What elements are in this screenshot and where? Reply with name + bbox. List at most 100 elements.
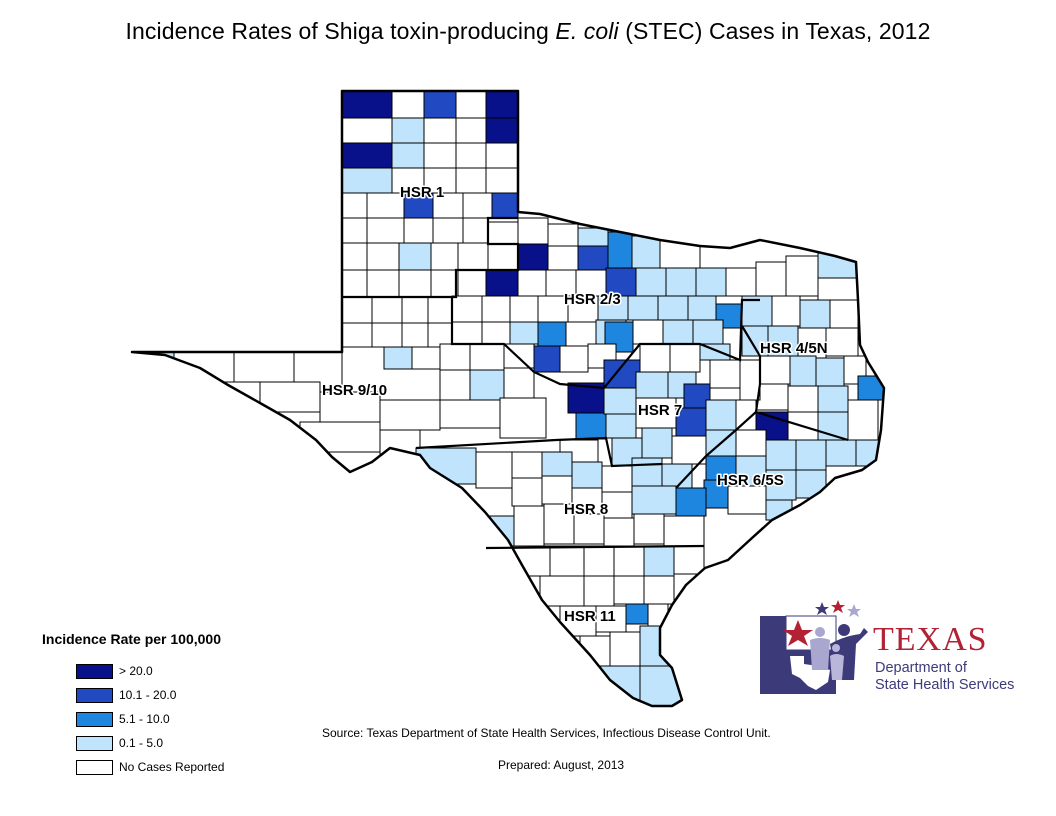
county — [575, 269, 607, 297]
county — [391, 91, 425, 119]
county — [785, 255, 819, 297]
county — [825, 439, 857, 467]
county — [403, 217, 434, 244]
county — [485, 269, 519, 298]
county — [457, 269, 487, 298]
county — [539, 575, 585, 607]
county — [259, 381, 321, 413]
county — [675, 487, 707, 517]
county — [509, 295, 539, 323]
county — [817, 385, 849, 413]
hsr-2-3-counties — [451, 217, 859, 373]
county — [755, 261, 787, 297]
county — [341, 322, 373, 348]
logo-line-2: State Health Services — [875, 677, 1015, 693]
county — [607, 231, 633, 269]
label-hsr-1: HSR 1 — [400, 184, 444, 201]
legend-item: > 20.0 — [76, 659, 224, 683]
legend-swatch — [76, 735, 113, 751]
county — [573, 513, 605, 545]
county — [547, 223, 579, 247]
label-hsr-11: HSR 11 — [564, 608, 616, 625]
county — [503, 367, 535, 399]
hsr-4-5n-counties — [741, 295, 884, 413]
county — [439, 399, 501, 429]
county — [829, 299, 859, 329]
county — [687, 295, 717, 321]
county — [663, 515, 705, 547]
county — [341, 117, 393, 144]
county — [432, 217, 464, 244]
dshs-logo: TEXAS Department of State Health Service… — [760, 600, 1030, 700]
county — [475, 451, 513, 489]
label-hsr-2-3: HSR 2/3 — [564, 291, 621, 308]
county — [451, 295, 483, 323]
county — [427, 322, 453, 348]
county — [541, 451, 573, 477]
county — [727, 485, 767, 515]
label-hsr-4-5n: HSR 4/5N — [760, 340, 828, 357]
county — [439, 343, 471, 371]
county — [341, 192, 368, 219]
legend-swatch — [76, 687, 113, 703]
title-organism: E. coli — [555, 18, 619, 44]
county — [430, 242, 459, 271]
county — [341, 167, 393, 194]
county — [825, 327, 859, 357]
county — [613, 575, 645, 605]
county — [631, 235, 661, 269]
boundary-hsr910 — [415, 438, 557, 450]
county — [366, 192, 405, 219]
county — [499, 397, 547, 439]
legend-swatch — [76, 663, 113, 679]
county — [643, 545, 675, 577]
county — [767, 325, 799, 357]
county — [675, 407, 707, 437]
county — [511, 477, 543, 507]
county — [692, 319, 724, 345]
county — [595, 605, 627, 633]
county — [341, 142, 393, 169]
county — [398, 242, 432, 271]
county — [599, 665, 641, 706]
county — [549, 545, 585, 577]
county — [487, 221, 519, 245]
county — [517, 269, 547, 297]
county — [597, 295, 629, 321]
county — [741, 325, 769, 357]
boundary-hsr8 — [485, 544, 705, 550]
county — [485, 142, 519, 169]
county — [423, 91, 457, 119]
state-outline — [130, 89, 886, 708]
legend-title: Incidence Rate per 100,000 — [42, 631, 221, 647]
map-title: Incidence Rates of Shiga toxin-producing… — [0, 18, 1056, 45]
county — [669, 343, 701, 373]
county — [633, 513, 665, 545]
county — [462, 217, 489, 244]
county — [671, 435, 707, 465]
county — [513, 505, 545, 547]
county — [815, 357, 845, 387]
county — [613, 545, 645, 577]
title-text: Incidence Rates of Shiga toxin-producing — [125, 18, 556, 44]
county — [455, 117, 487, 144]
county — [401, 322, 429, 348]
hsr-boundaries — [342, 216, 849, 550]
county — [366, 217, 405, 244]
county — [439, 369, 471, 401]
county — [371, 296, 403, 324]
county — [391, 142, 425, 169]
county — [509, 545, 551, 577]
county — [789, 355, 817, 387]
county — [739, 359, 761, 401]
county — [703, 479, 729, 509]
county — [451, 321, 483, 345]
legend-item: No Cases Reported — [76, 755, 224, 779]
county — [341, 296, 373, 324]
legend-label: 5.1 - 10.0 — [119, 712, 170, 726]
county — [735, 429, 767, 457]
county — [705, 399, 737, 431]
county — [662, 319, 694, 345]
county — [657, 295, 689, 321]
